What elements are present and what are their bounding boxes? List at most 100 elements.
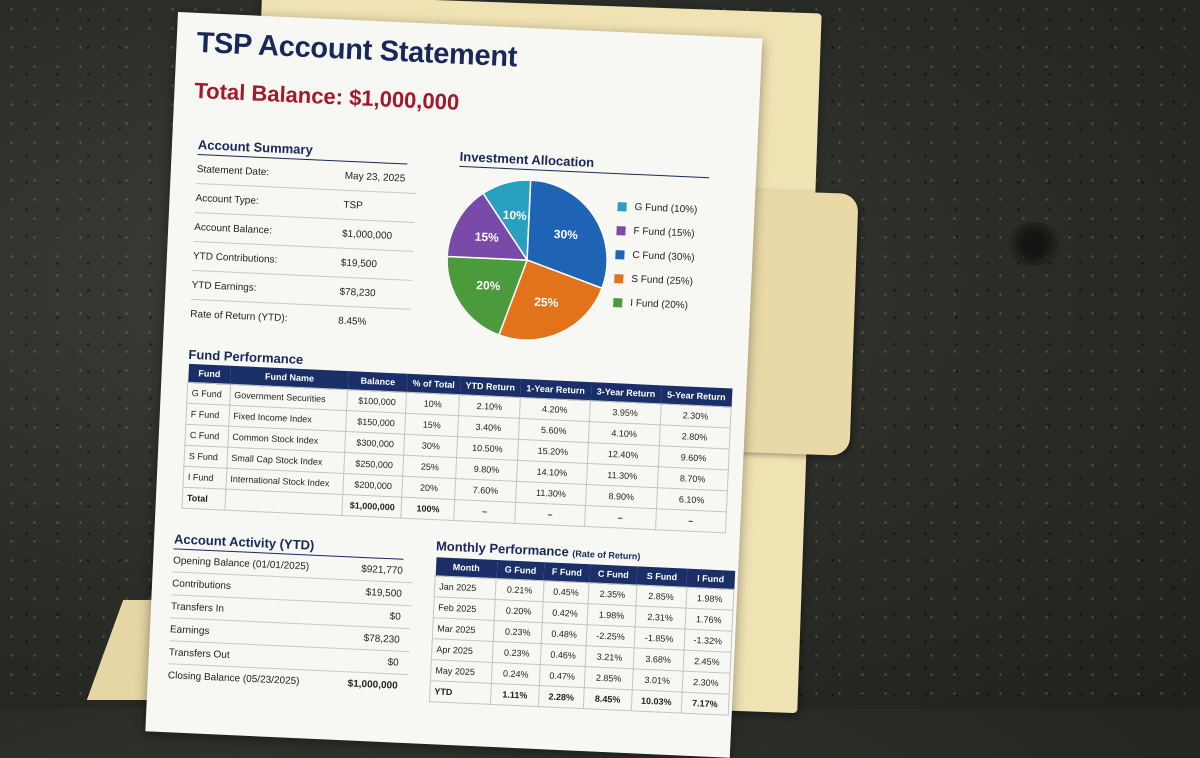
monthly-column-header: F Fund — [543, 562, 591, 583]
activity-value: $1,000,000 — [347, 677, 398, 692]
table-cell: 10.03% — [630, 689, 682, 714]
table-cell: 2.10% — [458, 394, 521, 419]
table-cell: 0.48% — [540, 622, 588, 646]
monthly-column-header: I Fund — [686, 568, 735, 590]
table-cell: $200,000 — [343, 473, 404, 498]
summary-value: 8.45% — [337, 315, 367, 328]
summary-value: $78,230 — [339, 286, 376, 299]
fund-performance-column-header: % of Total — [406, 373, 461, 395]
table-cell: $300,000 — [345, 431, 406, 456]
monthly-subheading: (Rate of Return) — [572, 548, 641, 562]
activity-label: Contributions — [171, 577, 232, 592]
legend-entry: S Fund (25%) — [614, 266, 695, 294]
table-cell: 20% — [402, 476, 456, 500]
allocation-pie-chart: 10% 30% 25% 20% 15% — [446, 179, 608, 341]
activity-label: Earnings — [169, 623, 210, 637]
allocation-heading: Investment Allocation — [459, 148, 710, 179]
legend-label: S Fund (25%) — [631, 273, 694, 288]
summary-label: Account Type: — [195, 192, 259, 207]
table-cell: -1.32% — [683, 629, 732, 653]
allocation-legend: G Fund (10%) F Fund (15%) C Fund (30%) S Fu… — [613, 194, 698, 317]
table-cell: 10.50% — [456, 436, 519, 461]
activity-label: Transfers In — [170, 600, 225, 615]
activity-value: $78,230 — [363, 632, 401, 646]
table-cell: 2.85% — [584, 666, 633, 690]
table-cell: 0.47% — [539, 664, 586, 688]
pie-slice — [497, 259, 603, 341]
pie-slice-label: 20% — [476, 278, 501, 293]
legend-entry: G Fund (10%) — [617, 194, 698, 222]
table-cell: F Fund — [185, 403, 230, 427]
summary-value: May 23, 2025 — [344, 170, 406, 184]
table-cell: 1.76% — [684, 608, 733, 632]
table-cell: 1.11% — [490, 683, 540, 707]
table-cell: – — [584, 505, 656, 530]
table-cell: 30% — [404, 434, 458, 458]
summary-value: $1,000,000 — [341, 228, 393, 242]
table-cell: 0.23% — [492, 641, 541, 665]
table-cell: Total — [181, 487, 226, 511]
fund-performance-table: Fund Fund Name Balance% of Total YTD Return… — [181, 363, 732, 534]
table-cell: Mar 2025 — [432, 617, 495, 642]
table-cell: Feb 2025 — [433, 596, 496, 621]
summary-label: Rate of Return (YTD): — [190, 308, 288, 324]
table-cell: $150,000 — [346, 410, 406, 435]
table-cell — [224, 489, 344, 516]
table-cell: G Fund — [186, 382, 231, 406]
table-cell: 100% — [401, 497, 455, 521]
table-cell: 7.60% — [454, 478, 517, 503]
legend-swatch — [616, 225, 626, 236]
table-cell: $100,000 — [347, 389, 407, 414]
table-cell: 9.80% — [455, 457, 518, 482]
pie-slice-label: 15% — [474, 230, 499, 245]
legend-entry: C Fund (30%) — [615, 242, 696, 270]
statement-title: TSP Account Statement — [195, 26, 518, 74]
folder-tab — [737, 190, 859, 456]
summary-label: YTD Earnings: — [191, 279, 257, 294]
fund-performance-column-header: Fund — [187, 363, 232, 385]
statement-paper: TSP Account Statement Total Balance: $1,… — [145, 12, 763, 758]
pie-slice — [526, 179, 608, 290]
table-cell: 0.20% — [494, 599, 543, 623]
legend-swatch — [615, 249, 625, 259]
monthly-column-header: G Fund — [496, 560, 545, 581]
table-cell: Jan 2025 — [434, 575, 497, 600]
table-cell: 10% — [405, 392, 460, 416]
table-cell: 1.98% — [587, 603, 636, 627]
monthly-column-header: S Fund — [636, 566, 688, 588]
legend-label: F Fund (15%) — [633, 225, 695, 240]
legend-swatch — [613, 297, 623, 307]
table-cell: -2.25% — [586, 624, 635, 648]
table-cell: 2.31% — [634, 605, 686, 630]
summary-label: Statement Date: — [196, 163, 270, 178]
table-cell: 0.21% — [495, 578, 544, 602]
table-cell: 25% — [403, 455, 457, 479]
summary-label: Account Balance: — [194, 221, 273, 236]
monthly-column-header: C Fund — [589, 564, 638, 585]
table-cell: 2.28% — [538, 685, 585, 709]
table-cell: 2.30% — [681, 671, 731, 695]
activity-value: $0 — [387, 656, 399, 669]
table-cell: -1.85% — [633, 626, 685, 651]
table-cell: 7.17% — [680, 692, 730, 716]
pie-slice-label: 10% — [502, 208, 527, 223]
table-cell: $250,000 — [344, 452, 405, 477]
monthly-performance: Monthly Performance (Rate of Return) Mon… — [429, 538, 736, 716]
table-cell: 2.85% — [635, 584, 687, 609]
total-balance: Total Balance: $1,000,000 — [193, 77, 460, 115]
table-cell: 1.98% — [685, 587, 734, 611]
table-cell: 2.35% — [588, 582, 637, 606]
activity-label: Transfers Out — [168, 646, 230, 661]
table-cell: Apr 2025 — [431, 638, 494, 663]
table-cell: – — [453, 499, 516, 524]
pie-slice — [446, 255, 529, 336]
investment-allocation: Investment Allocation 10% 30% 25% 20% 15% G … — [446, 148, 710, 341]
legend-swatch — [617, 201, 627, 212]
legend-swatch — [614, 273, 624, 283]
activity-value: $19,500 — [365, 586, 403, 600]
activity-value: $921,770 — [360, 563, 404, 577]
legend-entry: I Fund (20%) — [613, 290, 694, 318]
table-cell: 0.45% — [542, 580, 590, 604]
table-cell: S Fund — [183, 445, 228, 469]
account-summary: Account Summary Statement Date: May 23, 2… — [190, 137, 418, 338]
